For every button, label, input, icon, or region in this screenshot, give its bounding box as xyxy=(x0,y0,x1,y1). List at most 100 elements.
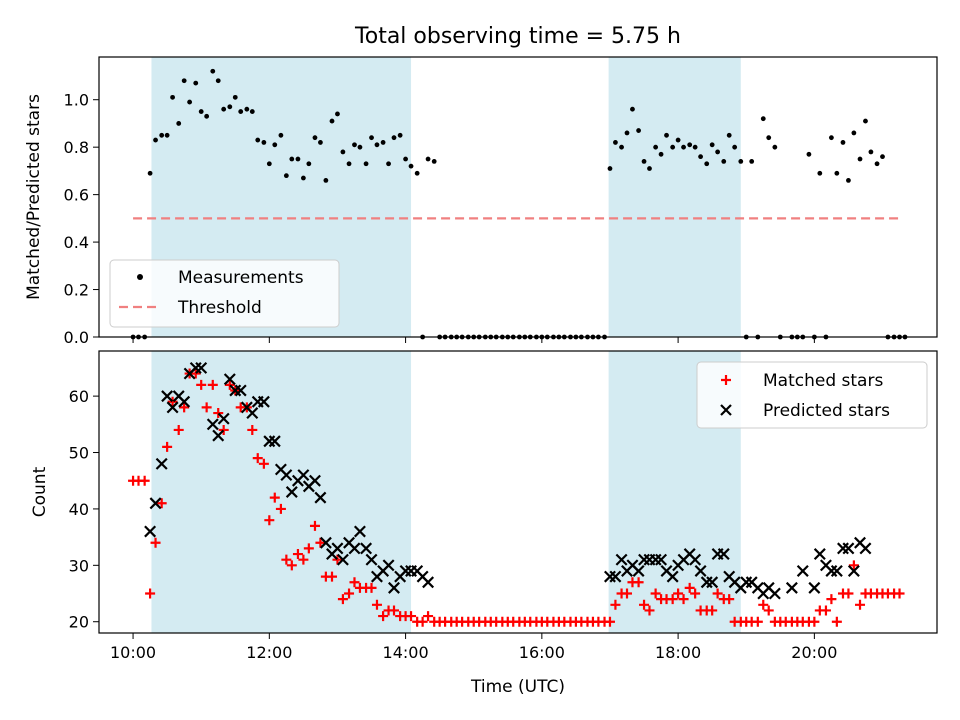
data-point xyxy=(196,379,207,390)
data-point xyxy=(264,515,275,526)
y-axis-label: Matched/Predicted stars xyxy=(24,94,44,300)
data-point xyxy=(846,177,851,183)
data-point xyxy=(280,469,293,482)
data-point xyxy=(857,156,863,162)
data-point xyxy=(153,137,158,143)
data-point xyxy=(258,458,269,469)
data-point xyxy=(763,605,774,616)
data-point xyxy=(613,140,618,145)
data-point xyxy=(698,154,703,160)
y-tick-label: 0.8 xyxy=(64,138,89,157)
data-point xyxy=(283,173,289,179)
data-point xyxy=(139,475,150,486)
data-point xyxy=(292,549,303,560)
data-point xyxy=(314,491,327,504)
data-point xyxy=(286,560,297,571)
data-point xyxy=(298,554,309,565)
data-point xyxy=(204,113,210,119)
data-point xyxy=(156,498,167,509)
data-point xyxy=(655,553,668,566)
data-point xyxy=(348,542,361,555)
series-matched-stars xyxy=(128,368,905,627)
y-tick-label: 0.4 xyxy=(64,233,89,252)
y-tick-label: 40 xyxy=(69,500,89,519)
data-point xyxy=(332,554,343,565)
data-point xyxy=(391,135,397,141)
data-point xyxy=(647,166,652,171)
data-point xyxy=(820,605,831,616)
data-point xyxy=(369,135,374,141)
data-point xyxy=(609,570,622,583)
data-point xyxy=(145,588,156,599)
data-point xyxy=(155,457,168,470)
y-tick-label: 60 xyxy=(69,387,89,406)
data-point xyxy=(694,564,707,577)
data-point xyxy=(607,166,613,171)
data-point xyxy=(859,542,872,555)
data-point xyxy=(604,616,615,627)
data-point xyxy=(414,170,420,176)
data-point xyxy=(352,142,357,148)
data-point xyxy=(337,594,348,605)
y-tick-label: 0.2 xyxy=(64,281,89,300)
data-point xyxy=(738,159,744,164)
data-point xyxy=(319,536,332,549)
legend-box xyxy=(696,361,928,429)
data-point xyxy=(690,588,701,599)
data-point xyxy=(147,170,153,176)
x-tick-label: 20:00 xyxy=(791,643,837,662)
data-point xyxy=(658,151,664,157)
data-point xyxy=(830,564,843,577)
data-point xyxy=(336,553,349,566)
data-point xyxy=(868,149,874,155)
data-point xyxy=(641,159,647,164)
data-point xyxy=(692,144,698,150)
data-point xyxy=(619,144,624,150)
data-point xyxy=(622,588,633,599)
data-point xyxy=(732,144,738,150)
data-point xyxy=(842,542,855,555)
data-point xyxy=(422,576,435,589)
data-point xyxy=(417,616,428,627)
data-point xyxy=(840,140,846,145)
data-point xyxy=(173,424,184,435)
data-point xyxy=(808,581,821,594)
data-point xyxy=(796,564,809,577)
data-point xyxy=(295,156,301,162)
shaded-window-0 xyxy=(151,351,412,633)
data-point xyxy=(644,605,655,616)
data-point xyxy=(667,594,678,605)
data-point xyxy=(144,525,157,538)
data-point xyxy=(386,161,391,167)
data-point xyxy=(380,140,386,145)
data-point xyxy=(285,486,298,498)
data-point xyxy=(766,135,772,141)
data-point xyxy=(224,379,235,390)
data-point xyxy=(210,68,216,74)
data-point xyxy=(615,553,628,566)
data-point xyxy=(198,109,204,114)
data-point xyxy=(371,599,382,610)
data-point xyxy=(704,161,710,167)
data-point xyxy=(408,163,414,169)
x-tick-label: 10:00 xyxy=(110,643,156,662)
legend-marker-matched xyxy=(721,375,731,385)
axes-frame xyxy=(98,56,938,338)
data-point xyxy=(357,144,363,150)
data-point xyxy=(758,599,769,610)
data-point xyxy=(717,548,730,561)
data-point xyxy=(195,361,208,374)
y-axis-label: Count xyxy=(30,466,50,517)
data-point xyxy=(366,582,377,593)
data-point xyxy=(365,553,378,566)
data-point xyxy=(863,118,868,124)
data-point xyxy=(684,582,695,593)
data-point xyxy=(249,109,255,114)
data-point xyxy=(855,599,866,610)
data-point xyxy=(327,571,338,582)
series-predicted-stars xyxy=(144,361,872,600)
data-point xyxy=(218,424,229,435)
data-point xyxy=(894,588,905,599)
data-point xyxy=(712,588,723,599)
